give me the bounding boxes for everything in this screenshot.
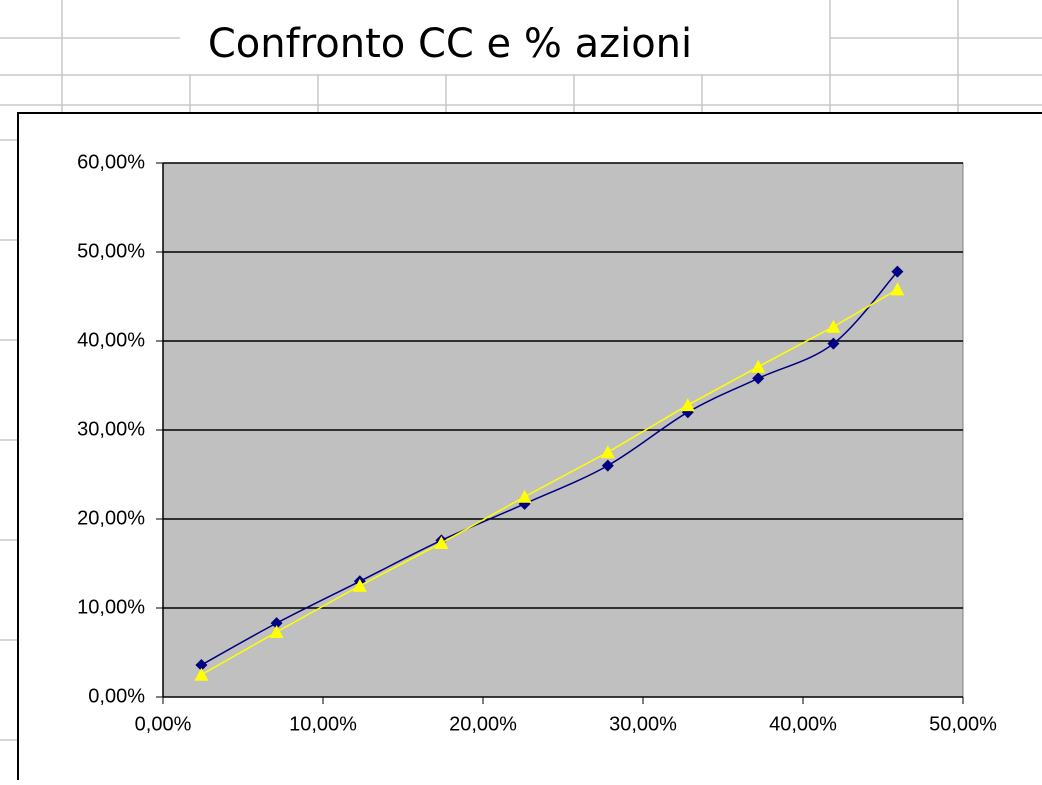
series-line [201,288,898,676]
y-tick-label: 20,00% [77,507,145,529]
data-point [352,578,367,592]
series-line [201,271,898,666]
data-point [891,265,904,278]
x-tick-label: 0,00% [135,713,192,735]
x-tick-label: 10,00% [289,713,357,735]
data-point [827,337,840,350]
x-tick-label: 30,00% [609,713,677,735]
data-point [680,398,695,412]
y-tick-label: 0,00% [88,685,145,707]
data-point [269,625,284,639]
data-point [195,658,208,671]
y-tick-label: 50,00% [77,240,145,262]
x-tick-label: 50,00% [929,713,997,735]
y-tick-label: 10,00% [77,596,145,618]
x-tick-label: 40,00% [769,713,837,735]
data-point [751,359,766,373]
data-point [890,282,905,296]
data-point [752,372,765,385]
y-tick-label: 40,00% [77,329,145,351]
data-point [517,489,532,503]
y-tick-label: 30,00% [77,418,145,440]
data-point [434,536,449,550]
data-point [826,319,841,333]
x-tick-label: 20,00% [449,713,517,735]
data-point [194,667,209,681]
data-point [601,459,614,472]
chart-title: Confronto CC e % azioni [208,21,692,67]
y-tick-label: 60,00% [77,151,145,173]
data-point [600,445,615,459]
sheet-grid [0,0,1042,741]
data-point [270,617,283,630]
